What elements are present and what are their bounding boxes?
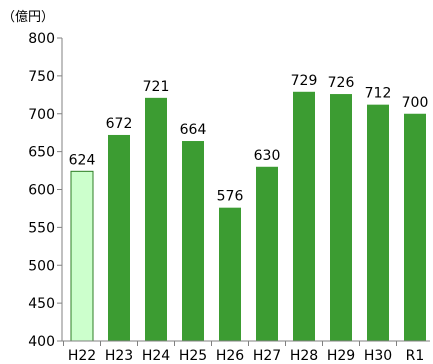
data-label-h27: 630 (254, 148, 281, 164)
y-tick-label: 800 (28, 31, 55, 47)
bar-h28 (293, 91, 315, 341)
y-tick-label: 400 (28, 334, 55, 350)
category-label-h28: H28 (290, 348, 318, 364)
data-label-h25: 664 (180, 122, 207, 138)
y-tick-label: 450 (28, 296, 55, 312)
data-label-h30: 712 (365, 86, 392, 102)
data-label-h22: 624 (69, 152, 96, 168)
y-axis: 400 450 500 550 600 650 700 750 800 (28, 31, 63, 350)
category-label-h24: H24 (142, 348, 170, 364)
category-label-h27: H27 (253, 348, 281, 364)
bar-h26 (219, 207, 241, 341)
y-tick-label: 550 (28, 220, 55, 236)
bars (70, 91, 426, 342)
bar-r1 (404, 113, 426, 341)
bar-h27 (256, 166, 278, 341)
data-label-h29: 726 (328, 75, 355, 91)
bar-h22 (70, 170, 94, 342)
y-tick-label: 500 (28, 258, 55, 274)
data-label-r1: 700 (402, 95, 429, 111)
y-tick-label: 650 (28, 145, 55, 161)
bar-h23 (108, 134, 130, 341)
data-label-h26: 576 (217, 189, 244, 205)
y-tick-label: 700 (28, 107, 55, 123)
data-labels: 624 672 721 664 576 630 729 726 712 700 (69, 73, 429, 205)
data-label-h28: 729 (291, 73, 318, 89)
category-label-h29: H29 (327, 348, 355, 364)
category-label-r1: R1 (406, 348, 425, 364)
category-label-h22: H22 (68, 348, 96, 364)
bar-h24 (145, 97, 167, 341)
data-label-h23: 672 (106, 116, 133, 132)
bar-h29 (330, 94, 352, 342)
category-label-h30: H30 (364, 348, 392, 364)
bar-h30 (367, 104, 389, 341)
category-label-h23: H23 (105, 348, 133, 364)
data-label-h24: 721 (143, 79, 170, 95)
y-tick-label: 750 (28, 69, 55, 85)
bar-h25 (182, 141, 204, 341)
x-axis: H22 H23 H24 H25 H26 H27 H28 H29 H30 R1 (62, 340, 430, 364)
category-label-h26: H26 (216, 348, 244, 364)
y-tick-label: 600 (28, 183, 55, 199)
unit-label: （億円） (2, 9, 54, 25)
category-label-h25: H25 (179, 348, 207, 364)
